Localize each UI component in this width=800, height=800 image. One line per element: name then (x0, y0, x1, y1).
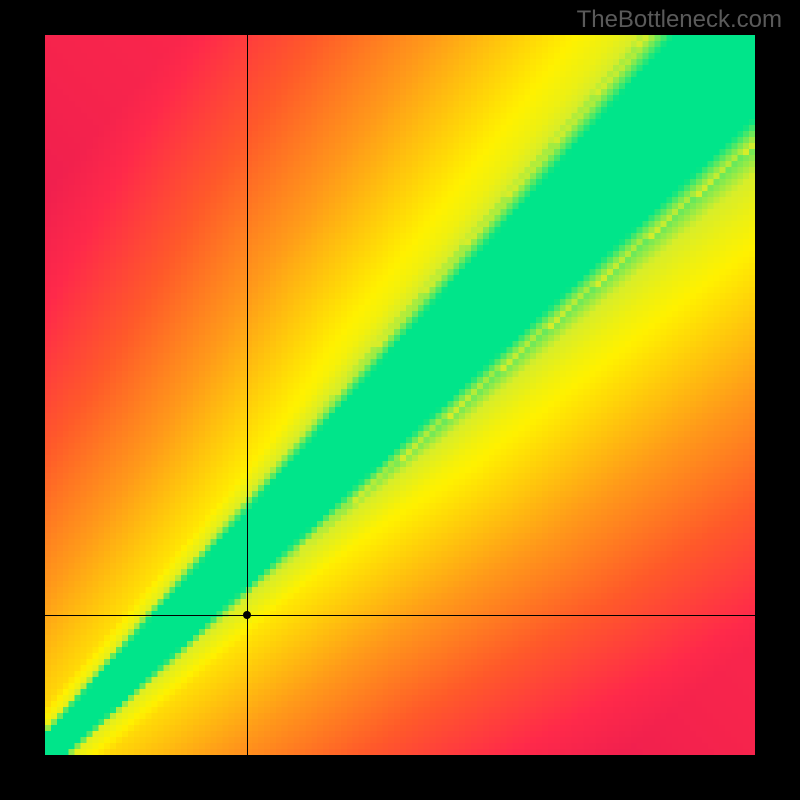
crosshair-horizontal (45, 615, 755, 616)
crosshair-vertical (247, 35, 248, 755)
heatmap-canvas (45, 35, 755, 755)
plot-area (45, 35, 755, 755)
watermark-text: TheBottleneck.com (577, 6, 782, 34)
marker-dot (243, 611, 251, 619)
chart-container: TheBottleneck.com (0, 0, 800, 800)
